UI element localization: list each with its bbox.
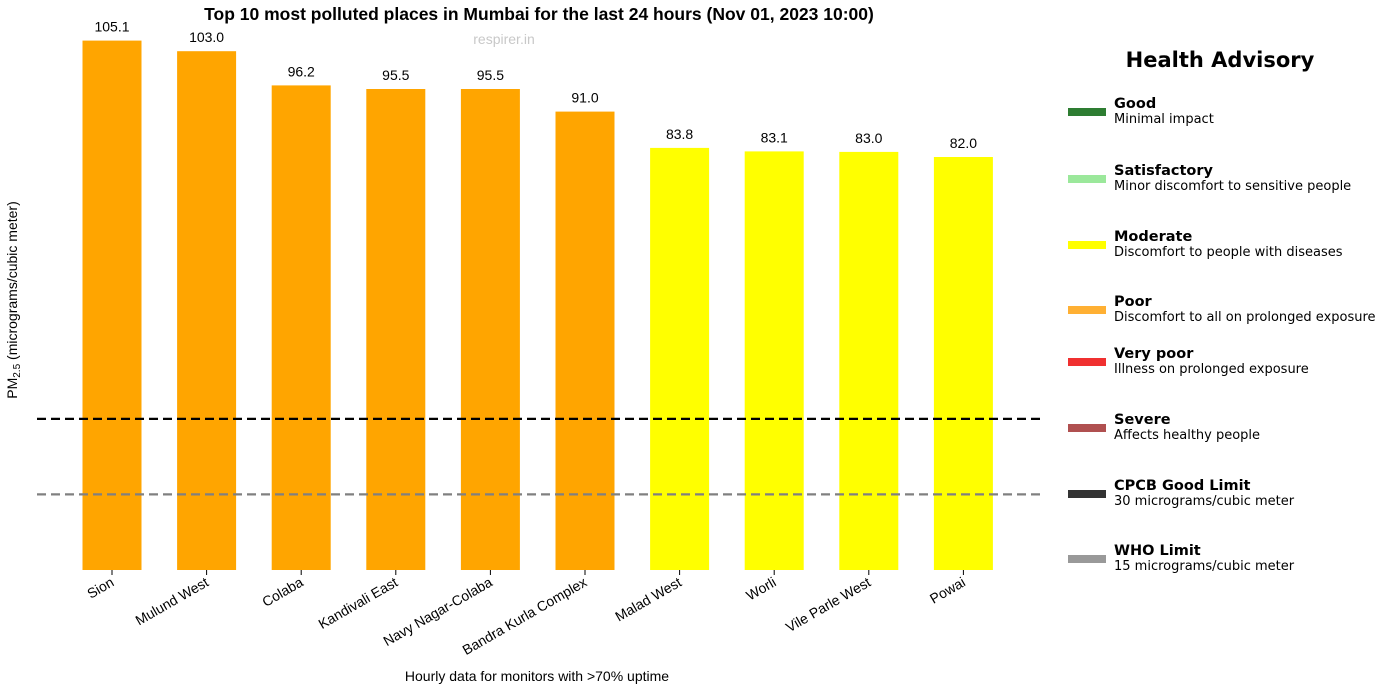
x-tick-label: Powai [927,574,968,607]
legend-swatch [1068,555,1106,563]
legend-swatch [1068,306,1106,314]
legend-swatch [1068,490,1106,498]
legend-item-description: Discomfort to all on prolonged exposure [1114,310,1376,325]
x-tick-label: Colaba [259,574,306,610]
legend-item-description: Illness on prolonged exposure [1114,362,1309,377]
legend-item-who-limit: WHO Limit 15 micrograms/cubic meter [1068,543,1374,577]
watermark: respirer.in [473,31,534,47]
bar [177,51,237,570]
x-tick-labels: Sion Mulund West Colaba Kandivali EastNavy … [84,570,968,658]
bar-value-label: 95.5 [382,67,409,83]
legend-item-cpcb-good-limit: CPCB Good Limit 30 micrograms/cubic mete… [1068,478,1374,512]
legend-item-poor: Poor Discomfort to all on prolonged expo… [1068,294,1376,328]
bar-value-label: 95.5 [477,67,504,83]
legend-item-description: Discomfort to people with diseases [1114,245,1343,260]
bar-value-label: 83.1 [761,129,788,145]
legend-swatch [1068,108,1106,116]
bar-value-label: 82.0 [950,135,977,151]
bar [271,85,331,571]
legend-swatch [1068,358,1106,366]
bar-value-label: 91.0 [571,90,598,106]
x-tick-label: Sion [84,574,116,602]
y-axis-label-suffix: (micrograms/cubic meter) [4,201,20,364]
legend-item-satisfactory: Satisfactory Minor discomfort to sensiti… [1068,163,1374,197]
legend-item-moderate: Moderate Discomfort to people with disea… [1068,229,1374,263]
bar [82,40,142,571]
y-axis-label: PM2.5 (micrograms/cubic meter) [4,201,23,399]
x-tick-label: Worli [743,574,778,604]
bar [744,151,804,570]
legend-item-very-poor: Very poor Illness on prolonged exposure [1068,346,1374,380]
x-axis-label: Hourly data for monitors with >70% uptim… [405,668,669,684]
legend-swatch [1068,175,1106,183]
x-tick-label: Mulund West [133,574,212,629]
bar [460,89,520,570]
legend-item-label: Good [1114,96,1157,112]
legend-item-label: Satisfactory [1114,163,1213,179]
bar-value-label: 96.2 [288,63,315,79]
bar-value-label: 105.1 [94,19,129,35]
legend-item-label: Severe [1114,412,1171,428]
bar [650,147,710,570]
y-axis-label-prefix: PM [4,378,20,399]
x-tick-label: Kandivali East [315,574,400,632]
legend-item-description: Affects healthy people [1114,428,1261,443]
legend-title: Health Advisory [1125,48,1315,72]
bar [366,89,426,570]
legend-swatch [1068,241,1106,249]
legend-item-label: Moderate [1114,229,1193,245]
chart-title: Top 10 most polluted places in Mumbai fo… [204,4,874,24]
x-tick-label: Vile Parle West [783,574,874,636]
bar [933,157,993,570]
bar [555,111,615,570]
value-labels: 105.1 103.0 96.2 95.5 95.5 91.0 83.8 83.1 83.0 82… [94,19,977,151]
legend-item-description: Minor discomfort to sensitive people [1114,179,1352,194]
bar-value-label: 103.0 [189,29,224,45]
bar-value-label: 83.0 [855,130,882,146]
legend-item-good: Good Minimal impact [1068,96,1374,130]
legend-item-description: 15 micrograms/cubic meter [1114,559,1295,574]
x-tick-label: Malad West [612,574,684,625]
legend-item-label: WHO Limit [1114,543,1201,559]
legend-item-label: Very poor [1114,346,1194,362]
bar [839,151,899,570]
legend-item-label: Poor [1114,294,1152,310]
legend-item-description: 30 micrograms/cubic meter [1114,494,1295,509]
legend-item-severe: Severe Affects healthy people [1068,412,1374,446]
bars-layer [82,40,993,571]
legend-item-description: Minimal impact [1114,112,1214,127]
bar-chart: Top 10 most polluted places in Mumbai fo… [4,4,1042,684]
y-axis-label-subscript: 2.5 [12,363,23,377]
bar-value-label: 83.8 [666,126,693,142]
legend-item-label: CPCB Good Limit [1114,478,1251,494]
legend-swatch [1068,424,1106,432]
